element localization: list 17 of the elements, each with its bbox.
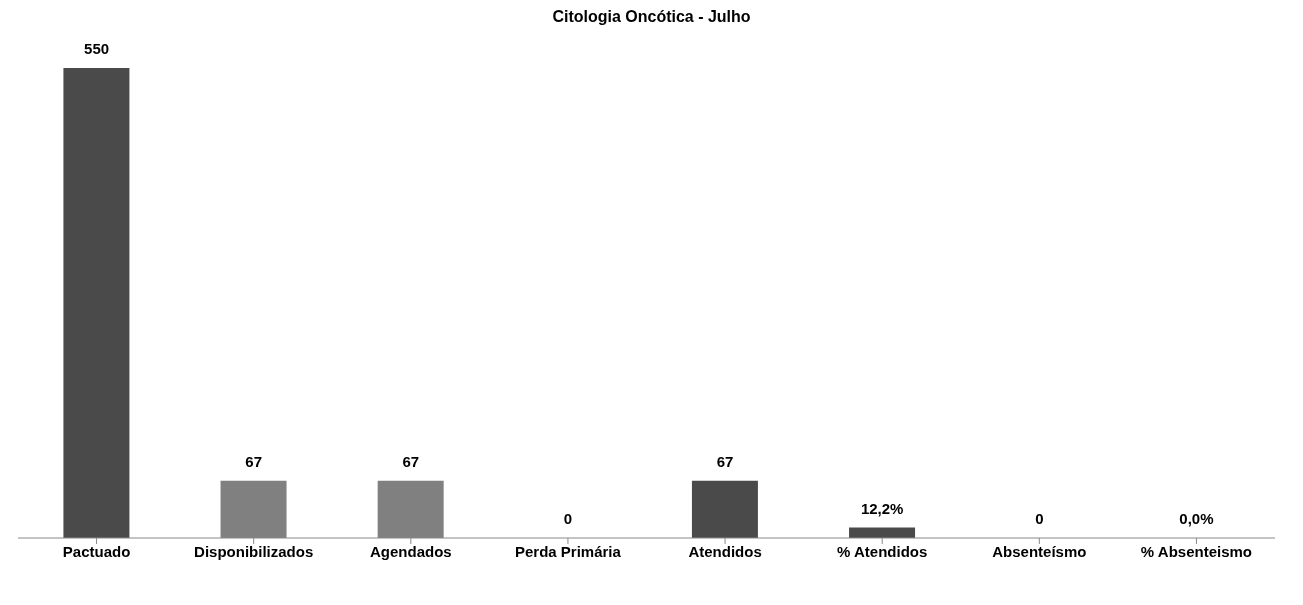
data-label: 67 bbox=[245, 452, 263, 470]
x-tick-label: % Absenteismo bbox=[1140, 542, 1253, 560]
x-tick-label: Perda Primária bbox=[514, 542, 622, 560]
data-label: 550 bbox=[84, 40, 110, 57]
x-tick-label: Disponibilizados bbox=[194, 542, 314, 560]
x-tick-label: Agendados bbox=[369, 542, 452, 560]
data-label: 0 bbox=[563, 510, 573, 527]
x-tick-label: % Atendidos bbox=[837, 542, 928, 560]
data-label: 0 bbox=[1035, 510, 1044, 527]
x-tick-label: Absenteísmo bbox=[992, 542, 1087, 560]
x-tick-label: Pactuado bbox=[62, 542, 131, 560]
chart-title: Citologia Oncótica - Julho bbox=[551, 8, 752, 27]
data-label: 67 bbox=[402, 452, 420, 470]
x-tick-label: Atendidos bbox=[688, 542, 762, 560]
data-label: 0,0% bbox=[1179, 510, 1214, 527]
data-label: 67 bbox=[716, 452, 734, 470]
data-label: 12,2% bbox=[860, 499, 904, 517]
